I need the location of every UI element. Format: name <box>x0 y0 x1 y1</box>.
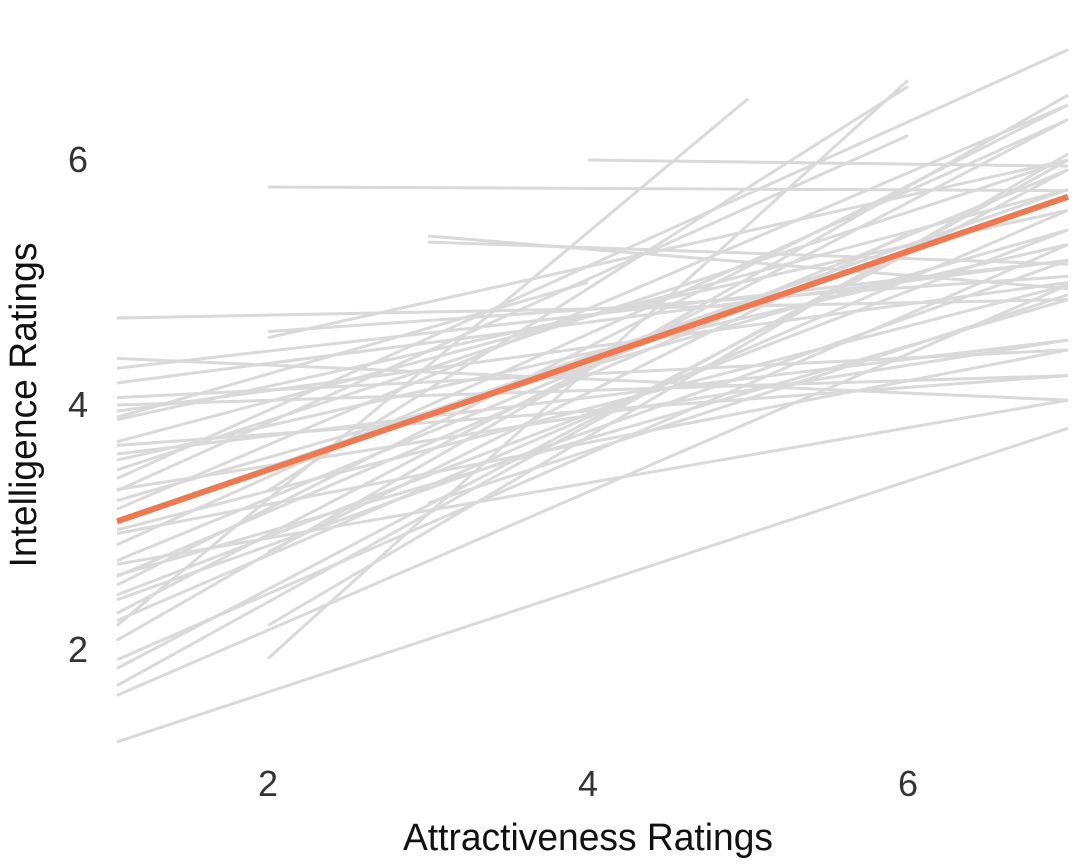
individual-line <box>116 103 1069 511</box>
individual-line <box>116 281 589 419</box>
average-regression-line <box>116 193 1069 525</box>
individual-line <box>116 348 1069 536</box>
individual-line <box>116 228 1069 597</box>
y-tick-label: 2 <box>68 629 88 670</box>
individual-lines <box>116 48 1069 744</box>
individual-line <box>427 240 1069 266</box>
individual-line <box>116 243 1069 462</box>
x-tick-label: 4 <box>578 763 598 804</box>
x-tick-label: 6 <box>898 763 918 804</box>
individual-line <box>116 305 749 578</box>
individual-line <box>266 79 910 660</box>
individual-line <box>267 85 909 493</box>
individual-line <box>116 283 1069 697</box>
individual-line <box>116 258 1069 370</box>
x-tick-label: 2 <box>258 763 278 804</box>
individual-line <box>116 281 1069 413</box>
individual-line <box>116 97 749 627</box>
y-tick-label: 4 <box>68 384 88 425</box>
individual-line <box>267 158 1069 340</box>
individual-line <box>587 158 1069 168</box>
individual-line <box>116 259 1069 602</box>
individual-line <box>427 293 1069 505</box>
y-tick-label: 6 <box>68 139 88 180</box>
individual-line <box>116 398 1069 566</box>
individual-line <box>116 356 1069 402</box>
individual-line <box>267 152 1069 627</box>
individual-line <box>116 283 1069 532</box>
individual-line <box>116 338 1069 456</box>
individual-line <box>116 134 909 493</box>
individual-line <box>116 426 1069 744</box>
individual-line <box>267 274 1069 333</box>
y-axis-label: Intelligence Ratings <box>3 243 45 568</box>
individual-line <box>116 243 1069 662</box>
x-axis-label: Attractiveness Ratings <box>403 817 773 859</box>
